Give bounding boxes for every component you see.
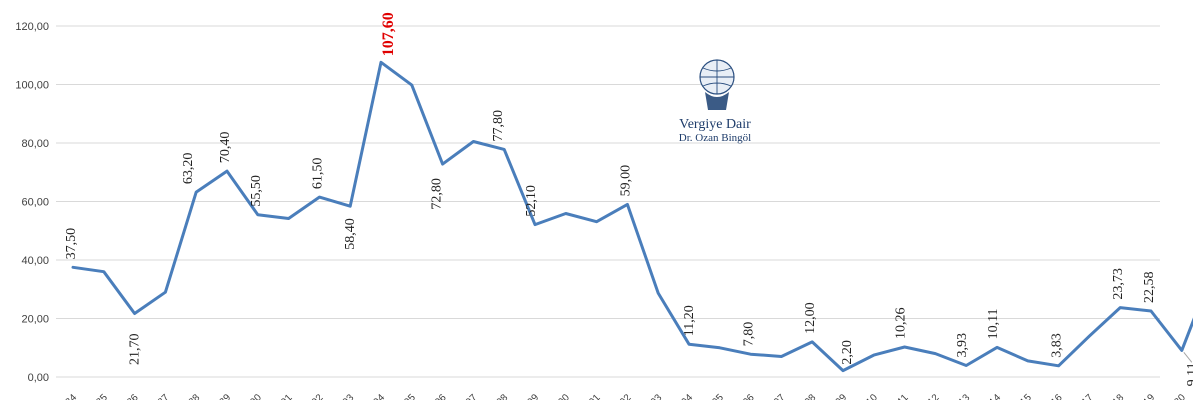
x-tick-label: 004 — [676, 392, 696, 400]
data-label: 9,11 — [1185, 362, 1193, 386]
data-label: 70,40 — [218, 132, 233, 164]
data-label: 52,10 — [524, 185, 539, 217]
x-tick-label: 008 — [799, 392, 819, 400]
x-tick-label: 990 — [244, 392, 264, 400]
x-tick-label: 994 — [368, 392, 388, 400]
x-tick-label: 987 — [152, 392, 172, 400]
label-leader-line — [1183, 352, 1193, 363]
data-label: 10,26 — [894, 307, 909, 339]
x-tick-label: 015 — [1014, 392, 1034, 400]
x-tick-label: 999 — [522, 392, 542, 400]
x-tick-label: 010 — [860, 392, 880, 400]
data-label: 58,40 — [343, 218, 358, 250]
x-tick-label: 014 — [984, 392, 1004, 400]
y-axis: 0,00 20,00 40,00 60,00 80,00 100,00 120,00 — [15, 21, 49, 384]
x-tick-label: 018 — [1107, 392, 1127, 400]
gridlines — [56, 25, 1160, 378]
x-tick-label: 986 — [121, 392, 141, 400]
watermark-title: Vergiye Dair — [679, 117, 751, 132]
globe-atlas-icon — [699, 59, 735, 110]
y-tick-label: 120,00 — [15, 21, 49, 33]
x-tick-label: 998 — [491, 392, 511, 400]
x-tick-label: 997 — [460, 392, 480, 400]
data-label: 10,11 — [986, 308, 1001, 339]
data-label: 21,70 — [128, 334, 143, 366]
x-tick-label: 001 — [583, 392, 603, 400]
data-label: 22,58 — [1142, 271, 1157, 303]
x-tick-label: 006 — [737, 392, 757, 400]
x-tick-label: 992 — [306, 392, 326, 400]
y-tick-label: 40,00 — [21, 255, 49, 267]
y-tick-label: 20,00 — [21, 314, 49, 326]
x-tick-label: 005 — [706, 392, 726, 400]
data-label: 23,73 — [1111, 268, 1126, 300]
data-label: 3,93 — [955, 333, 970, 358]
x-tick-label: 002 — [614, 392, 634, 400]
x-tick-label: 013 — [953, 392, 973, 400]
x-tick-label: 984 — [60, 392, 80, 400]
x-tick-label: 000 — [552, 392, 572, 400]
x-tick-label: 985 — [90, 392, 110, 400]
x-tick-label: 007 — [768, 392, 788, 400]
x-tick-label: 016 — [1045, 392, 1065, 400]
watermark-logo: Vergiye Dair Dr. Ozan Bingöl — [679, 59, 751, 144]
x-tick-label: 019 — [1138, 392, 1158, 400]
data-label: 3,83 — [1050, 333, 1065, 358]
series-line — [71, 60, 1193, 373]
x-tick-label: 996 — [429, 392, 449, 400]
y-tick-label: 0,00 — [28, 372, 49, 384]
label-leaders — [1183, 352, 1193, 363]
data-label: 72,80 — [430, 178, 445, 210]
data-label: 63,20 — [181, 153, 196, 185]
y-tick-label: 60,00 — [21, 197, 49, 209]
watermark-subtitle: Dr. Ozan Bingöl — [679, 132, 751, 144]
data-label: 12,00 — [803, 302, 818, 334]
x-tick-label: 003 — [645, 392, 665, 400]
x-tick-label: 995 — [398, 392, 418, 400]
data-label: 2,20 — [840, 340, 855, 365]
x-tick-label: 991 — [275, 392, 295, 400]
data-label: 59,00 — [618, 165, 633, 197]
data-label: 107,60 — [380, 12, 397, 56]
data-label: 55,50 — [249, 175, 264, 207]
data-label: 77,80 — [491, 110, 506, 142]
x-axis: 984 985 986 987 988 989 990 991 992 993 994 995 996 9… — [60, 392, 1189, 400]
x-tick-label: 988 — [183, 392, 203, 400]
data-label: 11,20 — [682, 305, 697, 336]
y-tick-label: 100,00 — [15, 80, 49, 92]
x-tick-label: 009 — [830, 392, 850, 400]
x-tick-label: 017 — [1076, 392, 1096, 400]
data-label: 37,50 — [64, 228, 79, 260]
data-label: 61,50 — [310, 158, 325, 190]
x-tick-label: 020 — [1168, 392, 1188, 400]
x-tick-label: 011 — [892, 392, 911, 400]
x-tick-label: 989 — [214, 392, 234, 400]
y-tick-label: 80,00 — [21, 138, 49, 150]
data-labels: 37,50 21,70 63,20 70,40 55,50 61,50 58,40 107,6… — [64, 12, 1193, 386]
x-tick-label: 012 — [922, 392, 942, 400]
data-label: 7,80 — [742, 322, 757, 347]
x-tick-label: 993 — [337, 392, 357, 400]
